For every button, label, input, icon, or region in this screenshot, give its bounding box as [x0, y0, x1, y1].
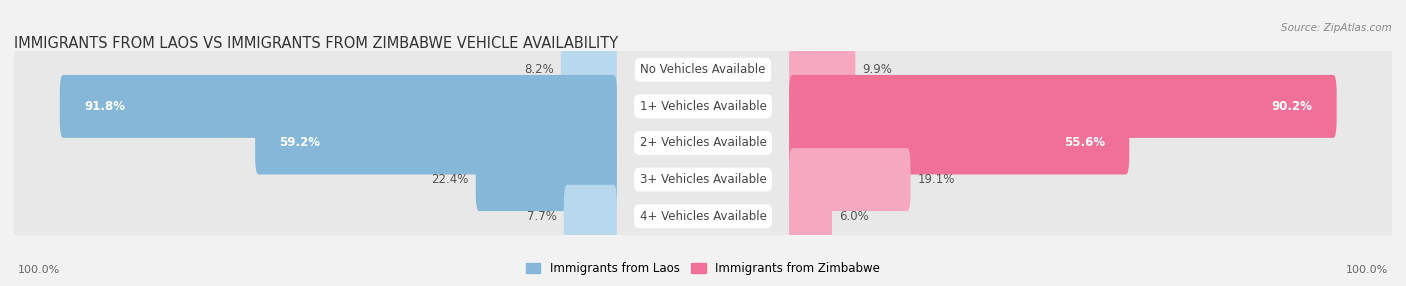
Legend: Immigrants from Laos, Immigrants from Zimbabwe: Immigrants from Laos, Immigrants from Zi…	[522, 258, 884, 280]
Text: 6.0%: 6.0%	[839, 210, 869, 223]
FancyBboxPatch shape	[789, 38, 855, 101]
FancyBboxPatch shape	[11, 110, 1395, 176]
FancyBboxPatch shape	[11, 183, 1395, 249]
FancyBboxPatch shape	[254, 112, 617, 174]
FancyBboxPatch shape	[789, 112, 1129, 174]
FancyBboxPatch shape	[789, 185, 832, 248]
Text: 55.6%: 55.6%	[1064, 136, 1105, 150]
Text: IMMIGRANTS FROM LAOS VS IMMIGRANTS FROM ZIMBABWE VEHICLE AVAILABILITY: IMMIGRANTS FROM LAOS VS IMMIGRANTS FROM …	[14, 37, 619, 51]
Text: 9.9%: 9.9%	[862, 63, 893, 76]
FancyBboxPatch shape	[789, 148, 911, 211]
Text: 90.2%: 90.2%	[1271, 100, 1313, 113]
FancyBboxPatch shape	[561, 38, 617, 101]
Text: No Vehicles Available: No Vehicles Available	[640, 63, 766, 76]
FancyBboxPatch shape	[11, 37, 1395, 103]
FancyBboxPatch shape	[789, 75, 1337, 138]
Text: 22.4%: 22.4%	[432, 173, 468, 186]
Text: 4+ Vehicles Available: 4+ Vehicles Available	[640, 210, 766, 223]
Text: 100.0%: 100.0%	[1346, 265, 1388, 275]
Text: 100.0%: 100.0%	[18, 265, 60, 275]
Text: Source: ZipAtlas.com: Source: ZipAtlas.com	[1281, 23, 1392, 33]
Text: 7.7%: 7.7%	[527, 210, 557, 223]
Text: 91.8%: 91.8%	[84, 100, 125, 113]
FancyBboxPatch shape	[11, 147, 1395, 212]
Text: 2+ Vehicles Available: 2+ Vehicles Available	[640, 136, 766, 150]
Text: 3+ Vehicles Available: 3+ Vehicles Available	[640, 173, 766, 186]
Text: 19.1%: 19.1%	[917, 173, 955, 186]
Text: 8.2%: 8.2%	[524, 63, 554, 76]
FancyBboxPatch shape	[60, 75, 617, 138]
FancyBboxPatch shape	[564, 185, 617, 248]
Text: 1+ Vehicles Available: 1+ Vehicles Available	[640, 100, 766, 113]
FancyBboxPatch shape	[11, 74, 1395, 139]
Text: 59.2%: 59.2%	[280, 136, 321, 150]
FancyBboxPatch shape	[475, 148, 617, 211]
